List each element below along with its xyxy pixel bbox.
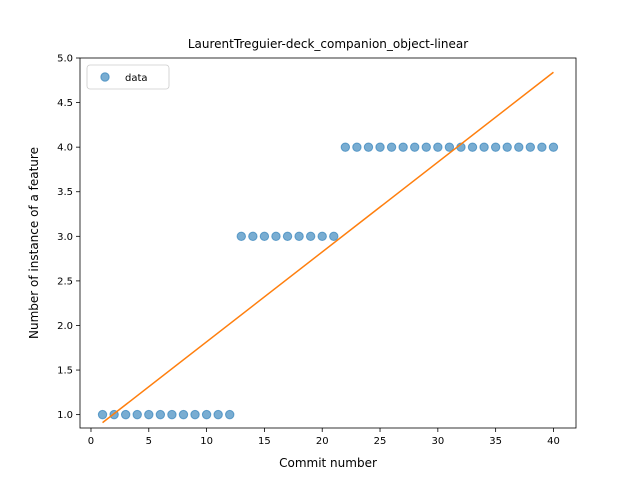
data-point (525, 142, 536, 152)
chart-title: LaurentTreguier-deck_companion_object-li… (188, 37, 468, 51)
y-tick-label: 1.0 (57, 410, 73, 421)
data-point (340, 142, 351, 152)
y-tick-label: 5.0 (57, 54, 73, 65)
y-tick-label: 1.5 (57, 366, 73, 377)
data-point (467, 142, 478, 152)
legend-label: data (125, 73, 148, 84)
data-point (502, 142, 512, 152)
legend-box (86, 64, 170, 90)
data-point (97, 409, 108, 420)
data-point (248, 231, 258, 242)
data-point (386, 142, 397, 152)
x-tick-label: 0 (88, 436, 94, 447)
data-point (433, 142, 443, 152)
data-point (514, 142, 524, 152)
data-point (155, 409, 166, 420)
data-point (490, 142, 501, 152)
data-point (329, 231, 339, 242)
y-axis-ticks: 1.0 1.5 2.0 2.5 3.0 3.5 4.0 4.5 5.0 (57, 54, 80, 421)
data-point (294, 231, 304, 242)
data-point (132, 409, 142, 420)
data-point (178, 409, 189, 420)
data-point (537, 142, 547, 152)
data-point (201, 409, 212, 420)
x-tick-label: 30 (431, 436, 444, 447)
data-point (352, 142, 362, 152)
x-tick-label: 5 (146, 436, 152, 447)
data-point (421, 142, 431, 152)
y-tick-label: 2.5 (57, 276, 73, 287)
data-point (259, 231, 270, 242)
x-tick-label: 25 (374, 436, 387, 447)
fit-line (102, 71, 554, 424)
x-axis-label: Commit number (279, 456, 377, 470)
data-point (144, 409, 154, 420)
legend-marker (100, 72, 110, 82)
data-point (548, 142, 559, 152)
data-point (167, 409, 177, 420)
data-point (305, 231, 316, 242)
y-tick-label: 3.0 (57, 232, 73, 243)
y-tick-label: 3.5 (57, 187, 73, 198)
legend: data (86, 64, 170, 90)
data-point (213, 409, 223, 420)
data-point (444, 142, 455, 152)
data-point (271, 231, 281, 242)
data-point (410, 142, 420, 152)
axes-frame (79, 57, 577, 429)
y-tick-label: 4.5 (57, 98, 73, 109)
x-tick-label: 35 (489, 436, 502, 447)
data-point (375, 142, 385, 152)
x-tick-label: 20 (316, 436, 329, 447)
data-point (479, 142, 489, 152)
data-point (398, 142, 408, 152)
data-point (363, 142, 374, 152)
data-point (190, 409, 200, 420)
y-axis-label: Number of instance of a feature (27, 147, 41, 339)
y-tick-label: 4.0 (57, 143, 73, 154)
data-point (236, 231, 246, 242)
x-tick-label: 15 (258, 436, 271, 447)
data-point (120, 409, 131, 420)
data-point (225, 409, 235, 420)
data-point (282, 231, 293, 242)
x-axis-ticks: 0 5 10 15 20 25 30 35 40 (88, 428, 560, 447)
y-tick-label: 2.0 (57, 321, 73, 332)
series-layer (97, 71, 559, 424)
x-tick-label: 40 (547, 436, 560, 447)
x-tick-label: 10 (200, 436, 213, 447)
data-point (317, 231, 327, 242)
